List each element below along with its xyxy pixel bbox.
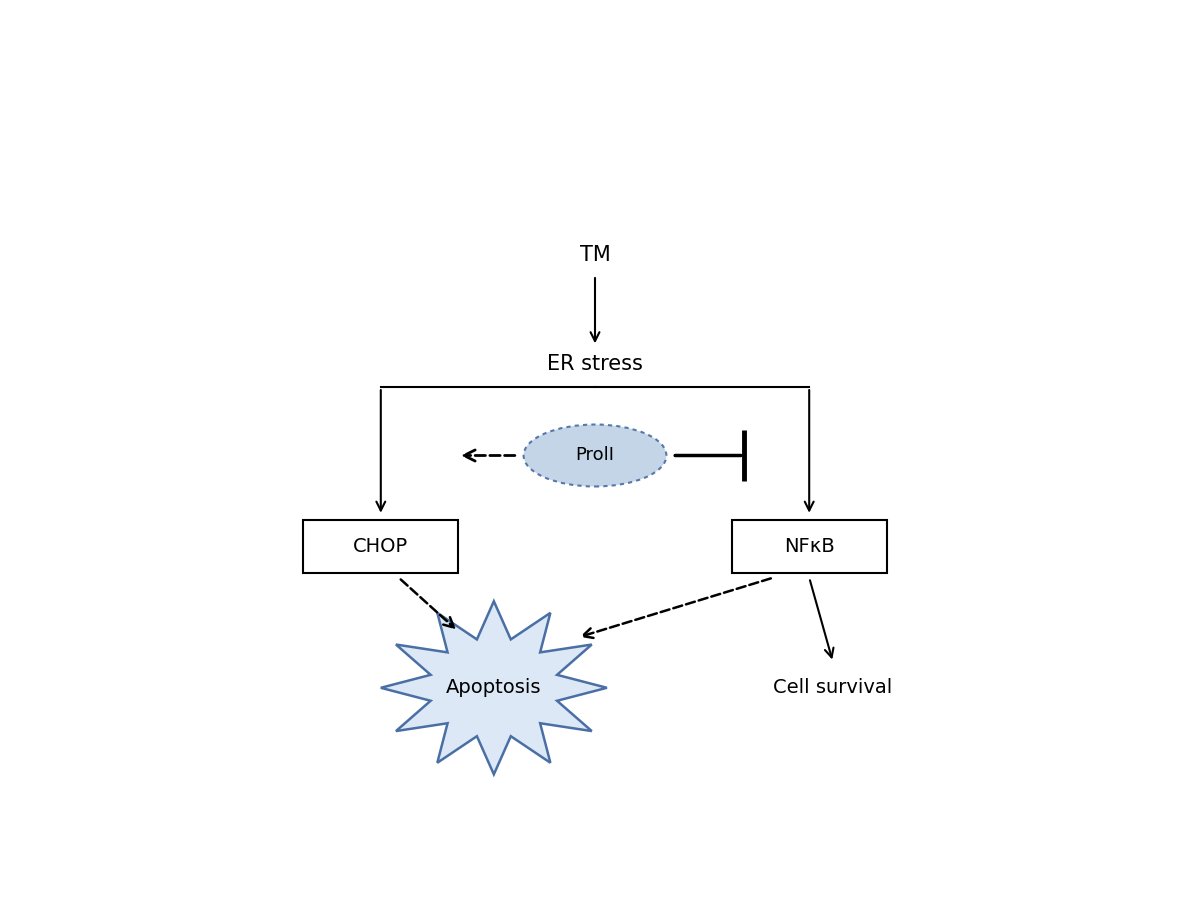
FancyBboxPatch shape xyxy=(732,520,887,573)
Text: NFκB: NFκB xyxy=(784,537,834,556)
Text: ProlI: ProlI xyxy=(576,446,614,465)
Ellipse shape xyxy=(524,425,666,486)
FancyBboxPatch shape xyxy=(303,520,458,573)
Text: CHOP: CHOP xyxy=(353,537,408,556)
Text: ER stress: ER stress xyxy=(547,354,643,374)
Polygon shape xyxy=(381,601,607,774)
Text: Apoptosis: Apoptosis xyxy=(446,679,541,697)
Text: Cell survival: Cell survival xyxy=(774,679,892,697)
Text: TM: TM xyxy=(580,245,610,265)
